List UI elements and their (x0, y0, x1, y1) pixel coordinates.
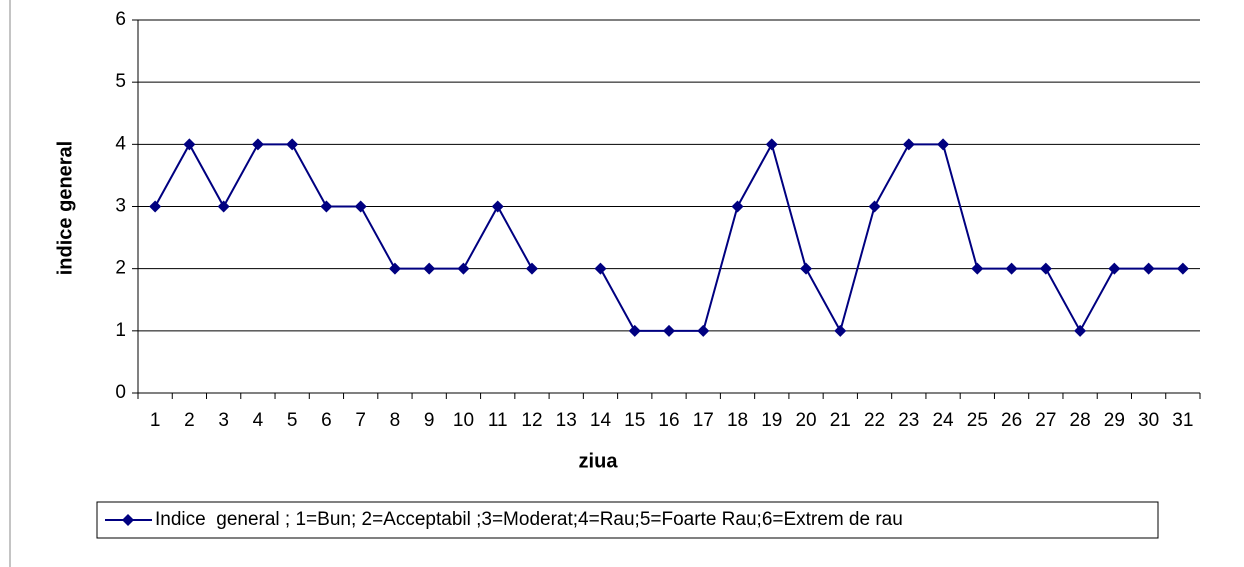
x-tick-label: 7 (355, 410, 366, 431)
marker (423, 262, 436, 275)
legend-box (96, 501, 1159, 539)
marker (971, 262, 984, 275)
marker (628, 324, 641, 337)
y-tick-label: 3 (115, 196, 126, 217)
x-tick-label: 2 (184, 410, 195, 431)
y-tick-label: 0 (115, 382, 126, 403)
x-tick-label: 22 (864, 410, 885, 431)
marker (457, 262, 470, 275)
x-tick-label: 29 (1104, 410, 1125, 431)
marker (286, 138, 299, 151)
x-tick-label: 8 (390, 410, 401, 431)
x-tick-label: 11 (488, 410, 508, 431)
x-tick-label: 23 (898, 410, 919, 431)
x-tick-label: 1 (150, 410, 161, 431)
y-tick-label: 5 (115, 71, 126, 92)
x-tick-label: 16 (658, 410, 679, 431)
x-tick-label: 12 (521, 410, 542, 431)
marker (594, 262, 607, 275)
y-tick-label: 1 (115, 320, 126, 341)
legend-marker (122, 514, 134, 526)
marker (183, 138, 196, 151)
x-tick-label: 27 (1035, 410, 1056, 431)
marker (525, 262, 538, 275)
x-tick-label: 17 (693, 410, 714, 431)
x-tick-label: 6 (321, 410, 332, 431)
x-tick-label: 28 (1070, 410, 1091, 431)
x-tick-label: 10 (453, 410, 474, 431)
marker (217, 200, 230, 213)
x-tick-label: 30 (1138, 410, 1159, 431)
x-tick-label: 15 (624, 410, 645, 431)
y-axis-label: indice general (54, 141, 76, 276)
x-tick-label: 26 (1001, 410, 1022, 431)
marker (697, 324, 710, 337)
x-axis-label: ziua (579, 450, 619, 472)
marker (320, 200, 333, 213)
series-line (154, 141, 1183, 334)
marker (731, 200, 744, 213)
x-tick-label: 5 (287, 410, 298, 431)
marker (354, 200, 367, 213)
x-tick-label: 20 (795, 410, 816, 431)
marker (1108, 262, 1121, 275)
marker (251, 138, 264, 151)
marker (1039, 262, 1052, 275)
y-tick-label: 2 (115, 258, 126, 279)
y-tick-label: 4 (115, 133, 126, 154)
marker (765, 138, 778, 151)
legend-label: Indice general ; 1=Bun; 2=Acceptabil ;3=… (155, 509, 903, 530)
marker (491, 200, 504, 213)
marker (388, 262, 401, 275)
marker (800, 262, 813, 275)
marker (1074, 324, 1087, 337)
marker (663, 324, 675, 337)
x-tick-label: 21 (830, 410, 851, 431)
y-tick-label: 6 (115, 9, 126, 30)
x-tick-label: 3 (218, 410, 229, 431)
marker (902, 138, 915, 151)
marker (834, 324, 847, 337)
marker (1005, 262, 1018, 275)
x-tick-label: 9 (424, 410, 435, 431)
x-tick-label: 25 (967, 410, 988, 431)
x-tick-label: 24 (932, 410, 954, 431)
x-tick-label: 18 (727, 410, 748, 431)
marker (149, 200, 162, 213)
x-tick-label: 13 (556, 410, 577, 431)
x-tick-label: 14 (590, 410, 612, 431)
marker (1176, 262, 1189, 275)
marker (1142, 262, 1155, 275)
x-tick-label: 31 (1172, 410, 1193, 431)
marker (868, 200, 881, 213)
x-tick-label: 19 (761, 410, 782, 431)
marker (937, 138, 950, 151)
x-tick-label: 4 (253, 410, 264, 431)
